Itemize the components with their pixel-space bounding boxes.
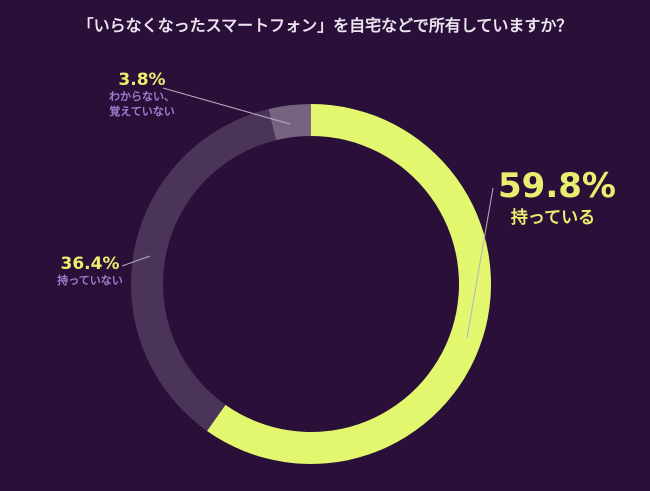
value-label: 59.8% bbox=[498, 166, 616, 206]
value-label: 36.4% bbox=[60, 254, 120, 274]
donut-segment bbox=[268, 104, 311, 141]
category-label: 持っていない bbox=[57, 274, 123, 288]
chart-title: 「いらなくなったスマートフォン」を自宅などで所有していますか？ bbox=[77, 16, 573, 35]
donut-segment bbox=[131, 109, 276, 431]
leader-line bbox=[466, 187, 494, 339]
value-label: 3.8% bbox=[118, 70, 166, 90]
leader-line bbox=[162, 87, 291, 125]
leader-line bbox=[121, 255, 151, 267]
donut-segment bbox=[207, 104, 491, 464]
category-label: わからない、 覚えていない bbox=[109, 90, 175, 118]
category-label: 持っている bbox=[510, 207, 596, 228]
